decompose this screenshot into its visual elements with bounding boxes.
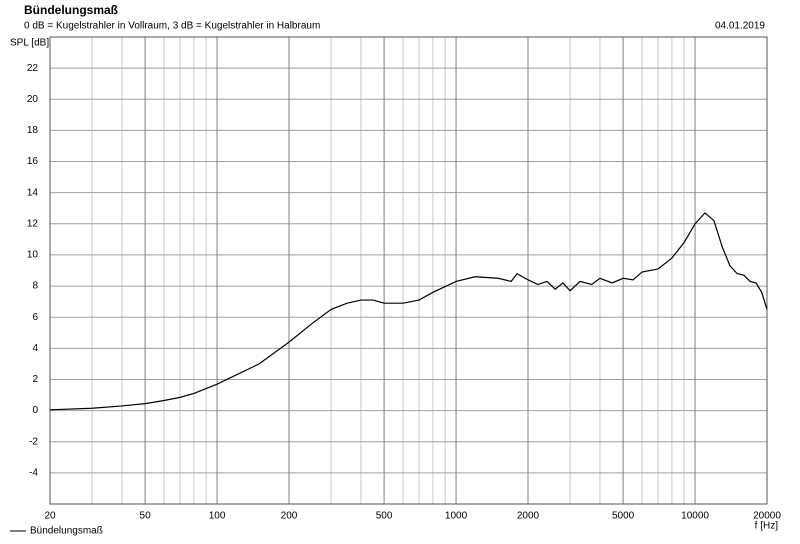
y-tick-label: 14: [27, 187, 39, 198]
y-tick-label: 20: [27, 94, 39, 105]
x-axis-label: f [Hz]: [755, 521, 779, 532]
x-tick-label: 200: [281, 511, 298, 522]
chart-date: 04.01.2019: [715, 21, 765, 32]
x-tick-label: 1000: [445, 511, 468, 522]
chart-title: Bündelungsmaß: [24, 3, 118, 17]
plot-frame: [49, 36, 768, 505]
y-tick-label: 0: [32, 405, 38, 416]
data-line: [49, 212, 768, 411]
legend-label: Bündelungsmaß: [30, 526, 103, 537]
x-tick-label: 100: [209, 511, 226, 522]
y-tick-label: 2: [32, 374, 38, 385]
chart-subtitle: 0 dB = Kugelstrahler in Vollraum, 3 dB =…: [24, 21, 320, 32]
y-tick-label: -2: [29, 436, 38, 447]
x-tick-label: 20000: [753, 511, 781, 522]
y-tick-label: 16: [27, 156, 39, 167]
y-tick-label: -4: [29, 468, 38, 479]
y-tick-label: 18: [27, 125, 39, 136]
y-tick-label: 10: [27, 250, 39, 261]
x-tick-label: 20: [44, 511, 56, 522]
x-tick-label: 500: [376, 511, 393, 522]
y-axis-label: SPL [dB]: [10, 38, 49, 49]
x-tick-label: 5000: [612, 511, 635, 522]
y-tick-label: 8: [32, 281, 38, 292]
y-tick-label: 4: [32, 343, 38, 354]
x-tick-label: 50: [140, 511, 152, 522]
x-tick-label: 10000: [681, 511, 709, 522]
x-tick-label: 2000: [517, 511, 540, 522]
y-tick-label: 22: [27, 63, 39, 74]
y-tick-label: 12: [27, 218, 39, 229]
y-tick-label: 6: [32, 312, 38, 323]
